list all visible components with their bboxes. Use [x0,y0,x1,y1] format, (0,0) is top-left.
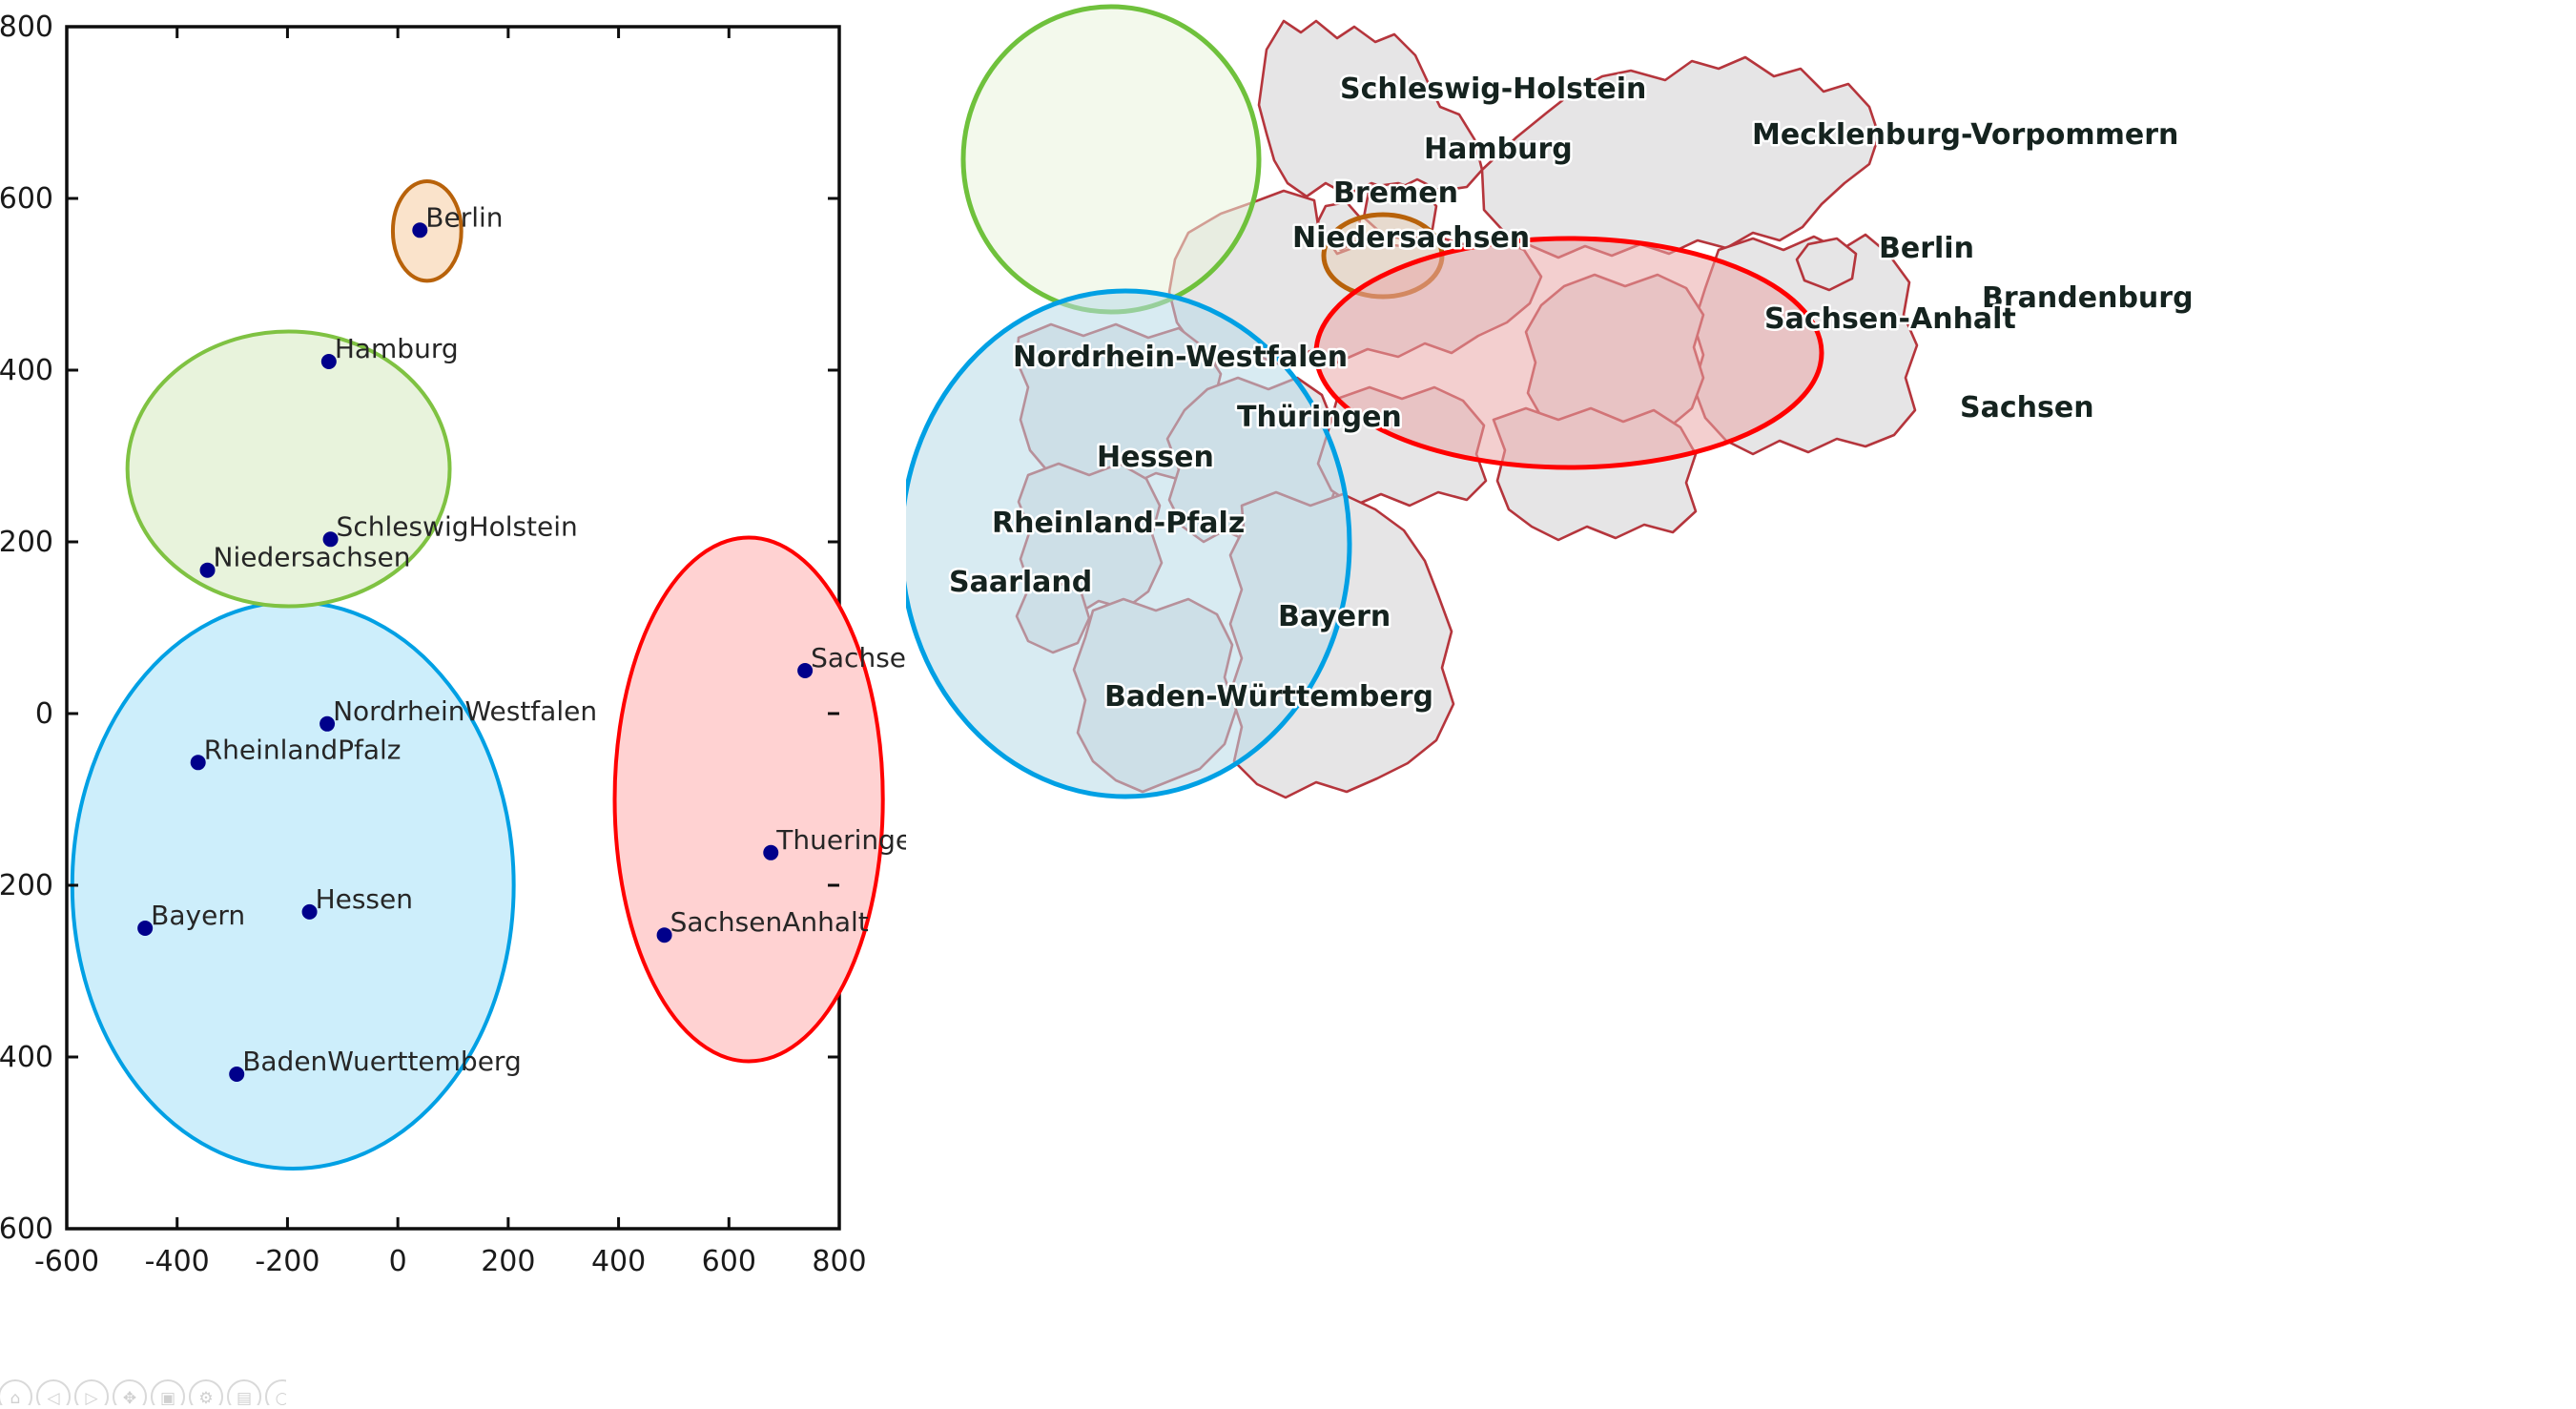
map-state-label: Sachsen [1960,391,2094,425]
map-state-label: Hessen [1097,441,1214,474]
map-state-label: Baden-Württemberg [1104,680,1433,714]
map-state-label: Mecklenburg-Vorpommern [1752,118,2178,152]
y-axis-tick-label: -600 [0,1212,53,1246]
map-state-label: Brandenburg [1982,281,2194,315]
forward-arrow-icon[interactable]: ▷ [85,1389,98,1408]
y-axis-tick-label: 600 [0,182,53,216]
scatter-point-label: Hessen [316,883,413,915]
germany-map-panel: Schleswig-Holstein Hamburg Mecklenburg-Vor… [906,0,2576,1405]
matplotlib-toolbar[interactable]: ⌂ ◁ ▷ ✥ ▣ ⚙ ▤ ○ [0,1372,299,1409]
forward-arrow-icon-ring[interactable] [74,1379,109,1409]
map-state-label: Bayern [1278,600,1391,633]
scatter-point-label: BadenWuerttemberg [242,1046,522,1077]
x-axis-tick-label: 800 [812,1245,866,1278]
map-state-label: Bremen [1333,176,1458,210]
map-state-label: Berlin [1879,232,1974,265]
cluster-ellipse-group [70,179,885,1171]
x-axis-tick-label: 200 [481,1245,535,1278]
scatter-point-label: SachsenAnhalt [670,906,869,938]
y-axis-tick-label: -200 [0,869,53,902]
scatter-point[interactable] [319,715,336,732]
scatter-point[interactable] [229,1067,245,1082]
scatter-point-label: Niedersachsen [214,542,411,573]
x-axis-tick-label: -600 [34,1245,99,1278]
map-state-label: Rheinland-Pfalz [992,507,1245,540]
map-state-label: Thüringen [1237,401,1402,434]
home-icon[interactable]: ⌂ [10,1389,21,1408]
save-icon-ring[interactable] [227,1379,261,1409]
pan-icon-ring[interactable] [113,1379,147,1409]
map-state-label: Sachsen-Anhalt [1764,302,2016,336]
scatter-point-label: Sachsen [811,642,906,673]
toolbar-icon-group[interactable]: ⌂ ◁ ▷ ✥ ▣ ⚙ ▤ ○ [0,1379,299,1409]
y-axis-tick-label: 200 [0,526,53,559]
germany-map-svg: Schleswig-Holstein Hamburg Mecklenburg-Vor… [906,0,2576,1405]
scatter-point[interactable] [190,755,206,771]
scatter-point-label: Bayern [151,900,245,931]
scatter-point-label: RheinlandPfalz [204,734,402,765]
scatter-point[interactable] [301,903,318,920]
scatter-point[interactable] [199,562,216,578]
scatter-point[interactable] [137,921,154,936]
map-label-group: Schleswig-Holstein Hamburg Mecklenburg-Vor… [947,71,2196,716]
map-blue-cluster [906,288,1352,799]
scatter-point[interactable] [412,222,428,238]
chart-red-cluster [612,535,885,1064]
scatter-point-group: Berlin Hamburg SchleswigHolsteinNiedersach… [137,201,906,1082]
map-state-label: Schleswig-Holstein [1340,73,1646,106]
toolbar-svg: ⌂ ◁ ▷ ✥ ▣ ⚙ ▤ ○ [0,1379,299,1409]
y-axis-tick-label: -400 [0,1041,53,1074]
scatter-chart-panel: Berlin Hamburg SchleswigHolstein Niedersach… [0,0,906,1405]
map-green-cluster [960,4,1262,315]
y-axis-tick-label: 0 [35,697,53,731]
x-axis-tick-group: -600 -400 -200 0 200 400 600 800 [34,27,867,1278]
zoom-rect-icon[interactable]: ▣ [160,1389,175,1408]
map-cluster-ellipse-group [906,4,1824,799]
map-state-label: Niedersachsen [1292,221,1530,255]
back-arrow-icon-ring[interactable] [36,1379,71,1409]
configure-subplots-icon[interactable]: ⚙ [198,1389,213,1408]
y-axis-tick-label: 800 [0,10,53,44]
zoom-rect-icon-ring[interactable] [151,1379,185,1409]
scatter-point[interactable] [322,531,339,548]
y-axis-tick-label: 400 [0,354,53,387]
home-icon-ring[interactable] [0,1379,32,1409]
map-state-label: Nordrhein-Westfalen [1013,341,1348,374]
scatter-plot-svg: Berlin Hamburg SchleswigHolsteinNiedersach… [0,0,906,1405]
chart-blue-cluster [70,600,516,1171]
x-axis-tick-label: -200 [255,1245,319,1278]
configure-subplots-icon-ring[interactable] [189,1379,223,1409]
more-icon[interactable]: ○ [276,1389,290,1408]
x-axis-tick-label: 0 [389,1245,407,1278]
x-axis-tick-label: 400 [591,1245,646,1278]
state-berlin [1795,237,1858,292]
scatter-point[interactable] [763,844,779,860]
back-arrow-icon[interactable]: ◁ [47,1389,60,1408]
save-icon[interactable]: ▤ [237,1389,252,1408]
scatter-point-label: Berlin [425,201,503,233]
scatter-point-label: NordrheinWestfalen [333,695,597,727]
scatter-point-label: Thueringen [775,824,906,856]
scatter-point-label: Hamburg [335,333,459,364]
scatter-point-label: SchleswigHolstein [337,510,578,542]
scatter-point[interactable] [656,927,672,943]
chart-green-cluster [125,329,452,609]
map-state-label: Saarland [949,566,1092,599]
scatter-point[interactable] [797,663,814,678]
map-state-label: Hamburg [1424,133,1573,166]
pan-icon[interactable]: ✥ [123,1389,136,1408]
scatter-point[interactable] [320,354,337,369]
y-axis-tick-group: -600 -400 -200 0 200 400 600 800 [0,10,839,1246]
map-red-cluster [1313,236,1824,470]
x-axis-tick-label: 600 [702,1245,756,1278]
x-axis-tick-label: -400 [145,1245,210,1278]
